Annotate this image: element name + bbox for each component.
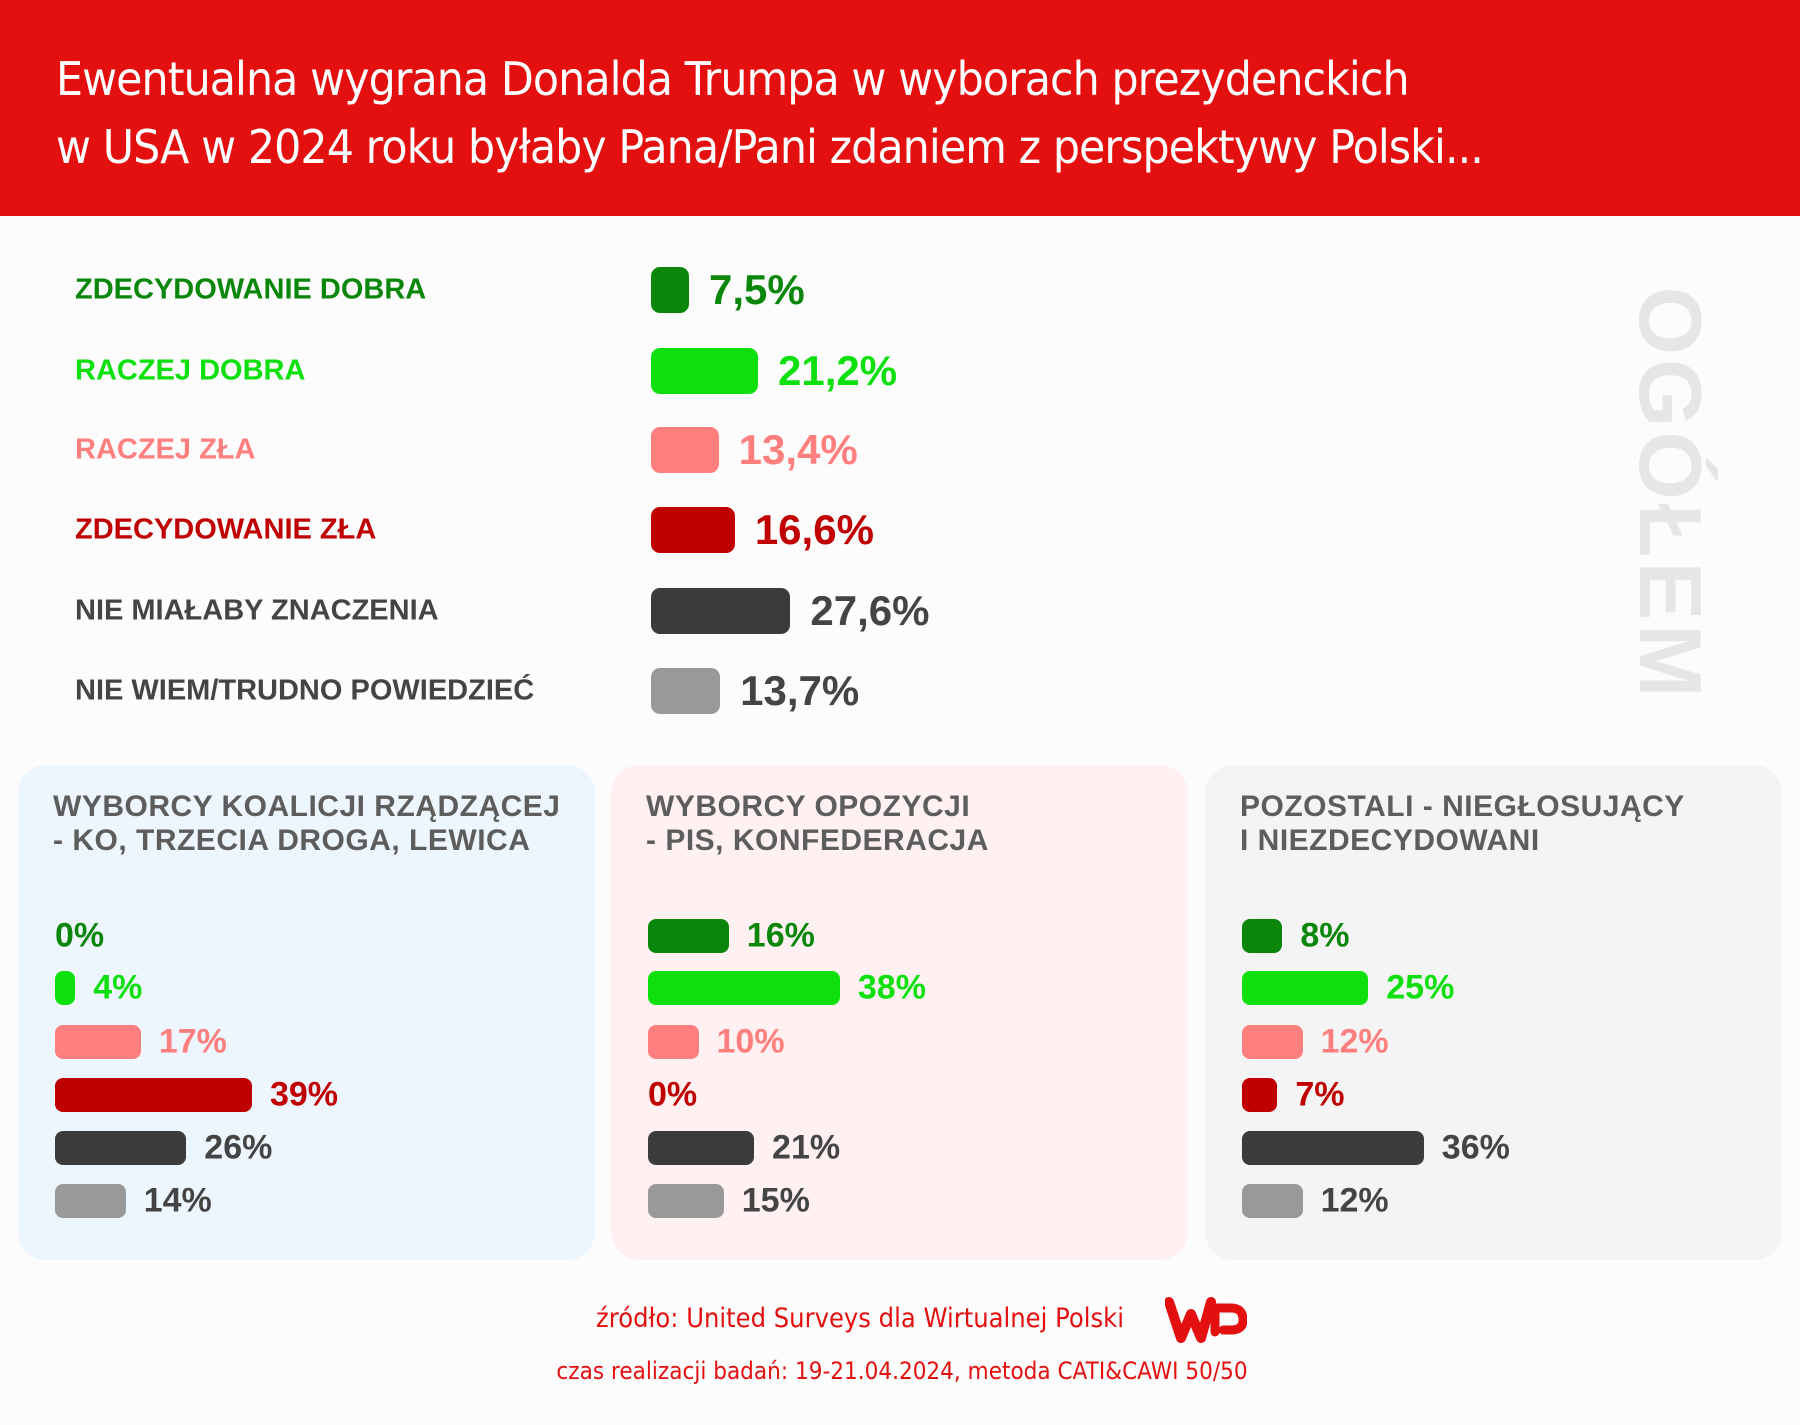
header: Ewentualna wygrana Donalda Trumpa w wybo…: [0, 0, 1800, 216]
category-label: ZDECYDOWANIE ZŁA: [75, 513, 377, 546]
side-label-ogolem: OGÓŁEM: [1621, 286, 1720, 702]
value-label: 21%: [772, 1128, 841, 1167]
bar: [651, 348, 759, 394]
panel-title-line: I NIEZDECYDOWANI: [1240, 824, 1540, 857]
category-label: RACZEJ ZŁA: [75, 433, 256, 466]
value-label: 38%: [857, 968, 926, 1007]
panel-1: WYBORCY OPOZYCJI - PIS, KONFEDERACJA 16% 38…: [611, 765, 1188, 1260]
panel-title-line: - KO, TRZECIA DROGA, LEWICA: [53, 824, 531, 857]
bar: [648, 1025, 699, 1059]
bar: [648, 1184, 724, 1218]
value-label: 16,6%: [754, 506, 874, 553]
bar: [1242, 1078, 1278, 1112]
panel-title: POZOSTALI - NIEGŁOSUJĄCY I NIEZDECYDOWANI: [1240, 790, 1685, 858]
value-label: 7%: [1295, 1075, 1345, 1114]
bar: [648, 1131, 755, 1165]
bar: [1242, 919, 1283, 953]
bar: [1242, 1184, 1303, 1218]
value-label: 4%: [93, 968, 143, 1007]
panel-title-line: - PIS, KONFEDERACJA: [646, 824, 989, 857]
bar: [651, 588, 791, 634]
value-label: 13,4%: [738, 426, 858, 473]
value-label: 8%: [1300, 916, 1350, 955]
value-label: 7,5%: [709, 266, 805, 313]
bar: [1242, 1131, 1424, 1165]
title-line-2: w USA w 2024 roku byłaby Pana/Pani zdani…: [56, 120, 1484, 174]
value-label: 0%: [55, 916, 105, 955]
value-label: 17%: [158, 1022, 227, 1061]
title-line-1: Ewentualna wygrana Donalda Trumpa w wybo…: [56, 52, 1410, 106]
panel-title-line: WYBORCY OPOZYCJI: [646, 790, 971, 823]
value-label: 14%: [143, 1181, 212, 1220]
bar: [55, 1025, 141, 1059]
panel-0: WYBORCY KOALICJI RZĄDZĄCEJ - KO, TRZECIA …: [18, 765, 595, 1260]
value-label: 0%: [648, 1075, 698, 1114]
value-label: 10%: [716, 1022, 785, 1061]
value-label: 16%: [746, 916, 815, 955]
value-label: 36%: [1441, 1128, 1510, 1167]
bar: [1242, 971, 1369, 1005]
bar: [651, 267, 689, 313]
bar: [651, 427, 719, 473]
footer-details: czas realizacji badań: 19-21.04.2024, me…: [556, 1357, 1248, 1385]
category-label: ZDECYDOWANIE DOBRA: [75, 273, 427, 306]
panel-title: WYBORCY KOALICJI RZĄDZĄCEJ - KO, TRZECIA …: [53, 790, 560, 858]
category-label: NIE WIEM/TRUDNO POWIEDZIEĆ: [75, 674, 535, 707]
bar: [648, 919, 729, 953]
value-label: 26%: [204, 1128, 273, 1167]
value-label: 25%: [1386, 968, 1455, 1007]
panel-title-line: POZOSTALI - NIEGŁOSUJĄCY: [1240, 790, 1685, 823]
bar: [1242, 1025, 1303, 1059]
panel-title-line: WYBORCY KOALICJI RZĄDZĄCEJ: [53, 790, 561, 823]
value-label: 27,6%: [810, 587, 930, 634]
bar: [651, 507, 735, 553]
value-label: 21,2%: [778, 347, 898, 394]
value-label: 39%: [269, 1075, 338, 1114]
wp-logo: [1165, 1297, 1247, 1343]
bar: [55, 1078, 252, 1112]
category-label: RACZEJ DOBRA: [75, 354, 306, 387]
value-label: 15%: [741, 1181, 810, 1220]
panel-2: POZOSTALI - NIEGŁOSUJĄCY I NIEZDECYDOWANI…: [1205, 765, 1782, 1260]
bar: [55, 1184, 126, 1218]
value-label: 12%: [1320, 1022, 1389, 1061]
bar: [55, 1131, 187, 1165]
value-label: 13,7%: [740, 667, 860, 714]
category-label: NIE MIAŁABY ZNACZENIA: [75, 594, 439, 627]
panel-title: WYBORCY OPOZYCJI - PIS, KONFEDERACJA: [646, 790, 989, 858]
bar: [648, 971, 840, 1005]
footer-source: źródło: United Surveys dla Wirtualnej Po…: [596, 1303, 1124, 1334]
bar: [55, 971, 76, 1005]
value-label: 12%: [1320, 1181, 1389, 1220]
bar: [651, 668, 721, 714]
